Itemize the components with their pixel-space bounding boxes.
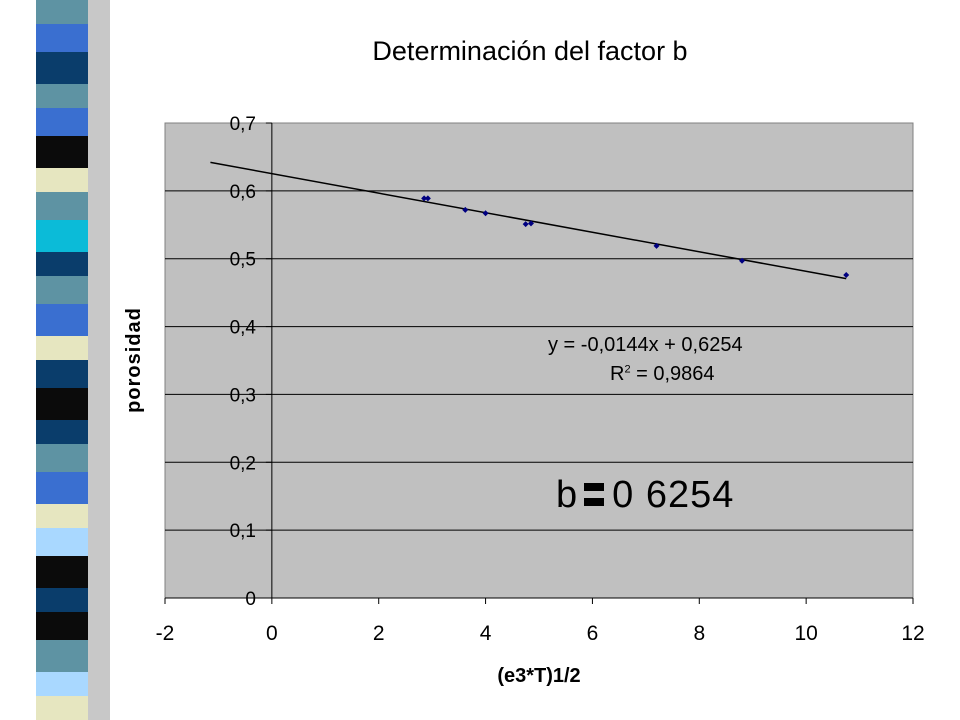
decorative-stripe [36,0,110,720]
equals-sign [584,481,606,509]
x-axis-title: (e3*T)1/2 [497,665,580,687]
y-tick-label: 0,3 [230,385,256,406]
y-tick-label: 0,5 [230,250,256,271]
stripe-band [36,252,88,276]
data-point [522,221,529,228]
stripe-band [36,276,88,304]
b-symbol: b [556,474,579,516]
stripe-band [36,556,88,588]
stripe-band [36,336,88,360]
data-point [653,242,660,249]
x-tick-label: 6 [587,622,599,645]
stripe-band [36,192,88,220]
y-tick-label: 0,6 [230,182,256,203]
x-tick-label: 2 [373,622,385,645]
stripe-band [36,388,88,420]
x-tick-label: 10 [794,622,817,645]
stripe-band [36,84,88,108]
stripe-band [36,304,88,336]
r-squared-symbol: R [610,363,625,385]
x-tick-label: 4 [480,622,492,645]
data-point [739,257,746,264]
trendline [210,161,847,280]
b-value: 0 6254 [612,474,735,516]
x-tick-label: 8 [693,622,705,645]
stripe-band [36,360,88,388]
plot-area [164,122,914,599]
data-point [421,195,428,202]
stripe-band [36,168,88,192]
stripe-band [36,504,88,528]
b-factor-result: b 0 6254 [556,474,734,517]
stripe-band [36,136,88,168]
data-point [462,206,469,213]
y-tick-label: 0,7 [230,114,256,135]
stripe-band [36,696,88,720]
trendline-equation: y = -0,0144x + 0,6254 [548,334,743,356]
x-tick-label: -2 [156,622,175,645]
x-tick-label: 0 [266,622,278,645]
r-squared-exponent: 2 [624,363,631,376]
y-tick-label: 0,1 [230,521,256,542]
y-tick-label: 0,2 [230,453,256,474]
stripe-band [36,472,88,504]
stripe-band [36,220,88,252]
data-point [843,272,850,278]
stripe-band [36,588,88,612]
stripe-band [36,528,88,556]
slide-title: Determinación del factor b [372,36,688,66]
stripe-band [36,52,88,84]
stripe-band [36,640,88,672]
stripe-band [36,672,88,696]
x-tick-label: 12 [901,622,924,645]
stripe-band [36,108,88,136]
data-point [424,195,431,202]
stripe-band [36,612,88,640]
data-point [527,220,534,227]
data-point [482,210,489,217]
stripe-band [36,24,88,52]
stripe-shadow [88,0,110,720]
r-squared-value: = 0,9864 [630,363,715,385]
y-tick-label: 0,4 [230,318,257,339]
stripe-band [36,420,88,444]
y-axis-title: porosidad [123,307,145,413]
stripe-band [36,0,88,24]
stripe-band [36,444,88,472]
r-squared-label: R2 = 0,9864 [610,363,715,386]
y-tick-label: 0 [245,589,256,610]
